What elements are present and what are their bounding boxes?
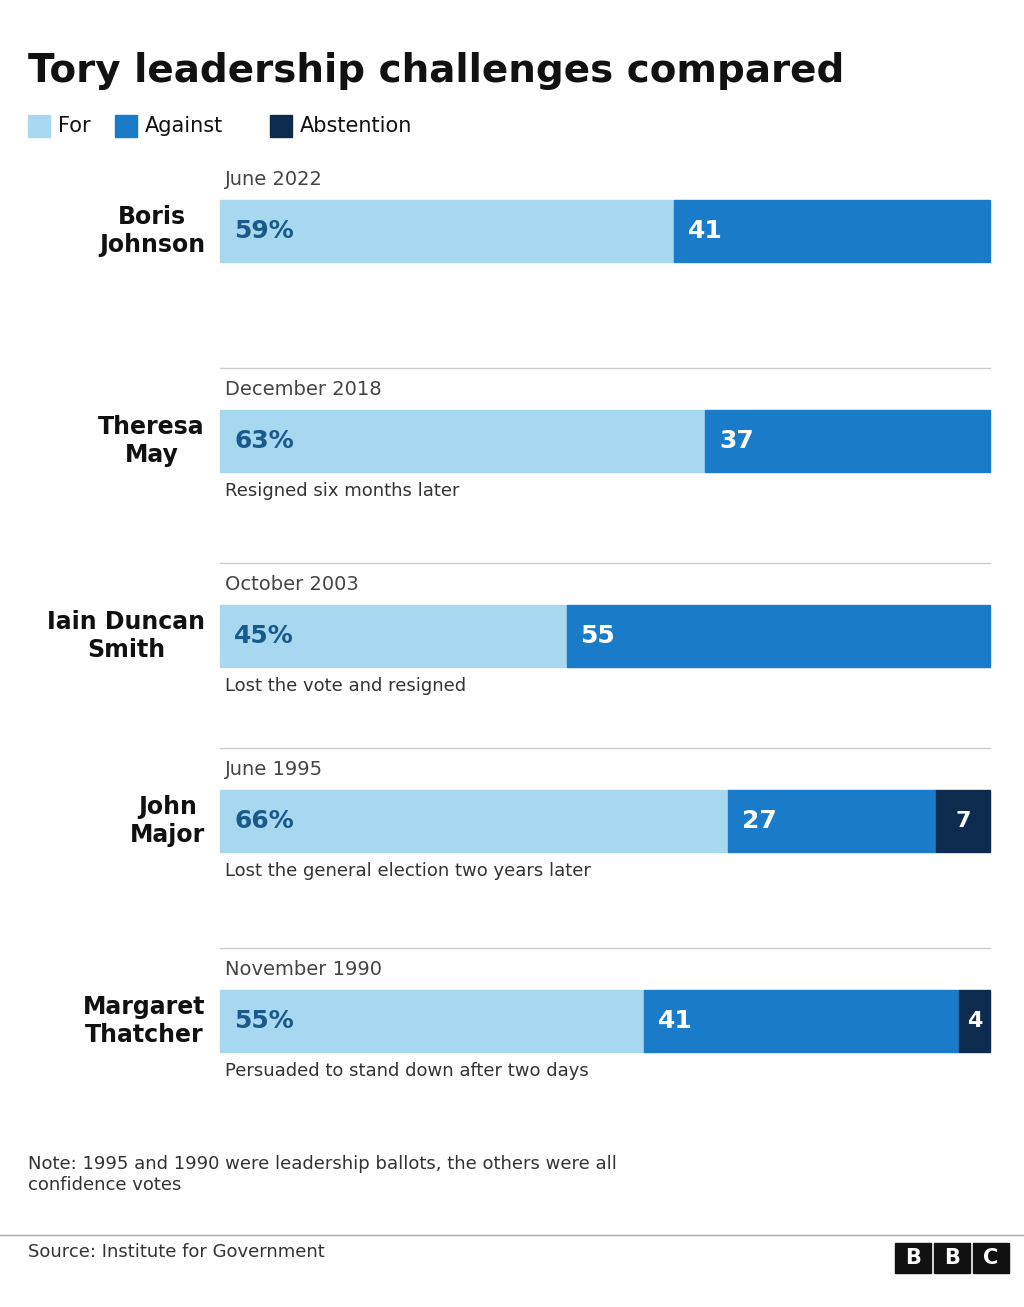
Text: 55%: 55% [234, 1009, 294, 1033]
Text: June 2022: June 2022 [225, 170, 323, 190]
Text: 59%: 59% [234, 220, 294, 243]
Text: 45%: 45% [234, 623, 294, 648]
Text: Theresa
May: Theresa May [98, 416, 205, 467]
Bar [28, 115, 50, 137]
Text: Tory leadership challenges compared: Tory leadership challenges compared [28, 52, 845, 90]
Text: Abstention: Abstention [300, 116, 413, 136]
Text: Iain Duncan
Smith: Iain Duncan Smith [47, 610, 205, 661]
Text: Resigned six months later: Resigned six months later [225, 482, 460, 501]
Bar [934, 1243, 970, 1273]
Text: 4: 4 [967, 1012, 982, 1031]
Bar [220, 605, 566, 667]
Text: 27: 27 [742, 809, 777, 833]
Text: October 2003: October 2003 [225, 575, 358, 593]
Text: B: B [944, 1248, 959, 1268]
Bar [973, 1243, 1009, 1273]
Text: C: C [983, 1248, 998, 1268]
Text: For: For [58, 116, 91, 136]
Bar [643, 989, 959, 1052]
Text: 37: 37 [719, 429, 754, 454]
Text: December 2018: December 2018 [225, 380, 382, 399]
Text: 55: 55 [581, 623, 615, 648]
Text: 63%: 63% [234, 429, 294, 454]
Bar [706, 410, 990, 472]
Text: Lost the vote and resigned: Lost the vote and resigned [225, 677, 466, 695]
Bar [220, 200, 674, 261]
Bar [220, 989, 643, 1052]
Text: 66%: 66% [234, 809, 294, 833]
Text: Note: 1995 and 1990 were leadership ballots, the others were all
confidence vote: Note: 1995 and 1990 were leadership ball… [28, 1155, 616, 1193]
Text: John
Major: John Major [130, 795, 205, 847]
Bar [936, 789, 990, 852]
Bar [115, 115, 137, 137]
Text: Boris
Johnson: Boris Johnson [99, 205, 205, 257]
Text: June 1995: June 1995 [225, 759, 324, 779]
Bar [959, 989, 990, 1052]
Bar [728, 789, 936, 852]
Text: 41: 41 [657, 1009, 692, 1033]
Text: Against: Against [145, 116, 223, 136]
Bar [674, 200, 990, 261]
Text: Lost the general election two years later: Lost the general election two years late… [225, 863, 591, 880]
Bar [270, 115, 292, 137]
Text: 41: 41 [688, 220, 723, 243]
Text: B: B [905, 1248, 921, 1268]
Text: November 1990: November 1990 [225, 961, 382, 979]
Bar [220, 410, 706, 472]
Text: Persuaded to stand down after two days: Persuaded to stand down after two days [225, 1063, 589, 1080]
Bar [220, 789, 728, 852]
Text: Margaret
Thatcher: Margaret Thatcher [83, 995, 205, 1047]
Bar [566, 605, 990, 667]
Text: Source: Institute for Government: Source: Institute for Government [28, 1243, 325, 1261]
Bar [895, 1243, 931, 1273]
Text: 7: 7 [955, 812, 971, 831]
